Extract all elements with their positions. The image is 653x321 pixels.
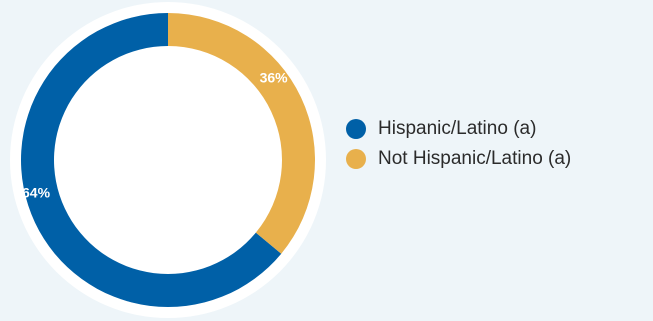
chart-slices — [20, 13, 315, 307]
legend-label-not-hispanic-latino: Not Hispanic/Latino (a) — [378, 148, 572, 169]
slice-label-not-hispanic-latino: 36% — [260, 70, 289, 86]
legend-label-hispanic-latino: Hispanic/Latino (a) — [378, 118, 537, 139]
legend-swatch-hispanic-latino — [346, 119, 366, 139]
chart-legend: Hispanic/Latino (a) Not Hispanic/Latino … — [346, 118, 571, 170]
chart-slice-labels: 64% 36% — [22, 70, 288, 201]
legend-item-not-hispanic-latino: Not Hispanic/Latino (a) — [346, 148, 571, 170]
chart-halo — [10, 2, 326, 318]
slice-not-hispanic-latino — [168, 13, 315, 254]
legend-item-hispanic-latino: Hispanic/Latino (a) — [346, 118, 571, 140]
slice-label-hispanic-latino: 64% — [22, 184, 51, 200]
legend-swatch-not-hispanic-latino — [346, 149, 366, 169]
donut-chart-svg: 64% 36% — [10, 2, 326, 318]
slice-hispanic-latino — [20, 13, 282, 307]
